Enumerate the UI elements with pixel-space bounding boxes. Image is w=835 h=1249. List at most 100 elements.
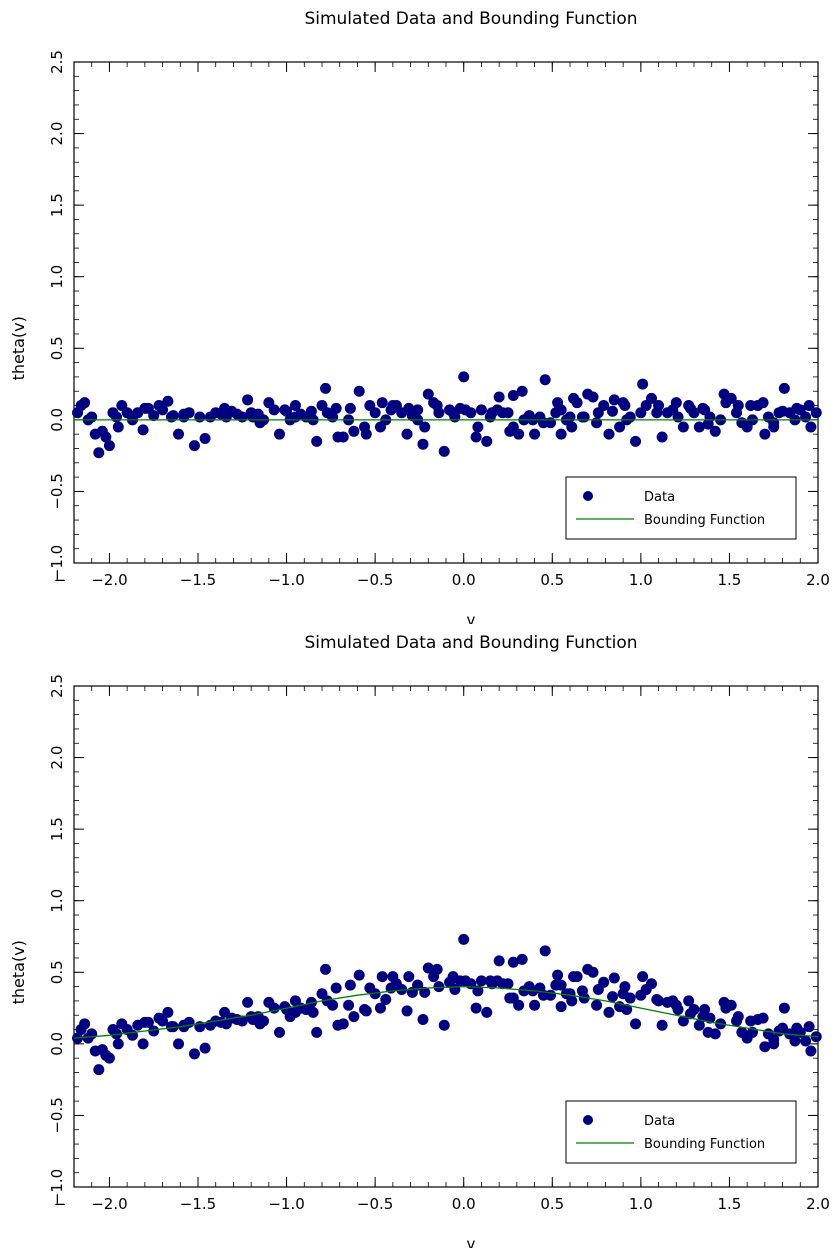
data-point — [484, 411, 496, 423]
data-point — [757, 397, 769, 409]
data-point — [768, 1034, 780, 1046]
data-point — [777, 405, 789, 417]
data-point — [458, 933, 470, 945]
data-point — [281, 1004, 293, 1016]
data-point — [653, 400, 665, 412]
x-tick-label: −2.0 — [91, 571, 127, 589]
data-point — [148, 1025, 160, 1037]
data-point — [311, 435, 323, 447]
data-point — [607, 991, 619, 1003]
data-point — [173, 428, 185, 440]
y-tick-label: 2.5 — [48, 50, 66, 74]
data-point — [403, 402, 415, 414]
data-point — [598, 400, 610, 412]
legend-box — [565, 476, 797, 540]
y-tick-label: −0.5 — [48, 1097, 66, 1133]
data-point — [360, 1005, 372, 1017]
data-point — [637, 378, 649, 390]
data-point — [684, 1008, 696, 1020]
data-point — [281, 405, 293, 417]
data-point — [555, 404, 567, 416]
data-point — [139, 1016, 151, 1028]
data-point — [539, 374, 551, 386]
data-point — [438, 1019, 450, 1031]
data-point — [759, 428, 771, 440]
data-point — [137, 1038, 149, 1050]
data-point — [745, 1015, 757, 1027]
data-point — [603, 1006, 615, 1018]
data-point — [369, 407, 381, 419]
data-point — [433, 981, 445, 993]
chart-title: Simulated Data and Bounding Function — [304, 633, 637, 653]
data-point — [529, 428, 541, 440]
data-point — [344, 402, 356, 414]
y-tick-label: 2.0 — [48, 746, 66, 770]
data-point — [403, 971, 415, 983]
data-point — [587, 391, 599, 403]
data-point — [564, 988, 576, 1000]
data-point — [343, 999, 355, 1011]
x-tick-label: 1.5 — [717, 571, 741, 589]
data-point — [670, 397, 682, 409]
data-point — [472, 421, 484, 433]
data-point — [539, 945, 551, 957]
data-point — [86, 1028, 98, 1040]
scatter-chart-top: Simulated Data and Bounding Function −2.0… — [9, 9, 830, 624]
data-point — [493, 391, 505, 403]
y-tick-label: 1.5 — [48, 817, 66, 841]
data-point — [555, 1001, 567, 1013]
data-point — [327, 999, 339, 1011]
data-point — [537, 417, 549, 429]
x-tick-label: −1.5 — [180, 1195, 216, 1213]
data-point — [504, 992, 516, 1004]
x-axis-label: v — [467, 1235, 476, 1248]
data-point — [630, 435, 642, 447]
data-point — [697, 402, 709, 414]
data-point — [607, 405, 619, 417]
y-tick-label: 0.5 — [48, 960, 66, 984]
data-point — [507, 956, 519, 968]
y-tick-label: −0.5 — [48, 473, 66, 509]
data-point — [475, 975, 487, 987]
data-point — [157, 1015, 169, 1027]
data-point — [757, 1012, 769, 1024]
data-point — [305, 405, 317, 417]
data-point — [789, 1035, 801, 1047]
data-point — [360, 428, 372, 440]
data-point — [617, 397, 629, 409]
chart-title: Simulated Data and Bounding Function — [304, 9, 637, 29]
data-point — [438, 445, 450, 457]
data-point — [86, 411, 98, 423]
data-point — [199, 1042, 211, 1054]
data-point — [630, 1018, 642, 1030]
data-point — [529, 999, 541, 1011]
data-point — [219, 1006, 231, 1018]
data-point — [199, 432, 211, 444]
y-tick-label: 1.0 — [48, 265, 66, 289]
x-tick-label: 1.0 — [629, 571, 653, 589]
x-tick-label: 1.0 — [629, 1195, 653, 1213]
data-point — [568, 971, 580, 983]
data-point — [778, 1002, 790, 1014]
data-point — [148, 410, 160, 422]
data-point — [617, 988, 629, 1000]
data-point — [245, 407, 257, 419]
data-point — [337, 431, 349, 443]
data-point — [273, 1026, 285, 1038]
y-tick-label: 2.5 — [48, 674, 66, 698]
x-tick-label: −0.5 — [357, 571, 393, 589]
data-point — [465, 407, 477, 419]
data-point — [656, 1019, 668, 1031]
data-point — [422, 962, 434, 974]
data-point — [677, 421, 689, 433]
data-point — [353, 385, 365, 397]
data-point — [732, 1011, 744, 1023]
data-point — [502, 407, 514, 419]
data-point — [162, 395, 174, 407]
legend-data-marker — [583, 1115, 593, 1125]
data-point — [431, 963, 443, 975]
data-point — [677, 1015, 689, 1027]
data-point — [245, 1011, 257, 1023]
data-point — [103, 440, 115, 452]
data-point — [718, 388, 730, 400]
